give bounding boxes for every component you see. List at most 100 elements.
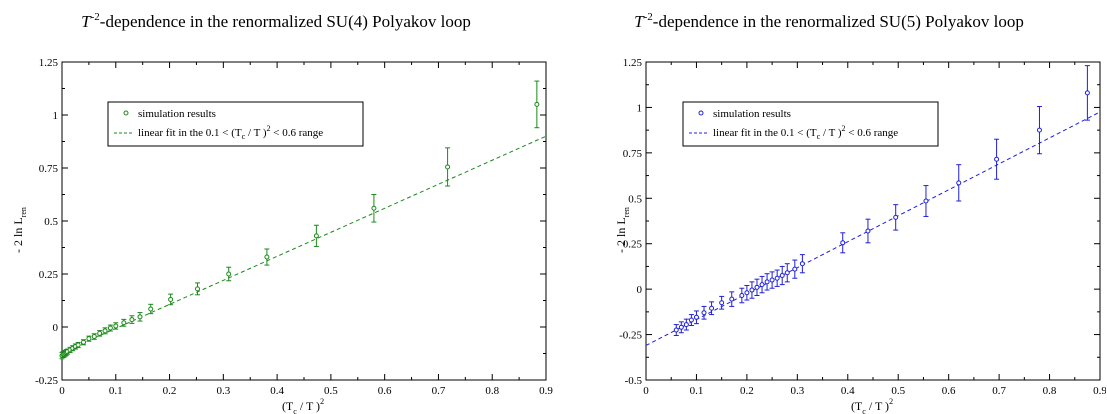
- x-tick-label: 0.6: [942, 385, 956, 397]
- data-point: [730, 297, 734, 301]
- y-tick-label: 0.25: [39, 269, 59, 281]
- data-point: [149, 307, 153, 311]
- data-point: [103, 329, 107, 333]
- data-point: [372, 206, 376, 210]
- data-point: [138, 315, 142, 319]
- data-point: [785, 271, 789, 275]
- x-tick-label: 0.5: [324, 385, 338, 397]
- x-tick-label: 0.4: [841, 385, 855, 397]
- y-tick-label: -0.25: [35, 375, 58, 387]
- y-tick-label: -0.5: [625, 375, 643, 387]
- x-tick-label: 0.2: [740, 385, 754, 397]
- y-tick-label: -0.25: [619, 330, 642, 342]
- legend: simulation results linear fit in the 0.1…: [108, 102, 363, 146]
- data-point: [1085, 91, 1089, 95]
- x-tick-label: 0.7: [432, 385, 446, 397]
- x-tick-label: 0.8: [1043, 385, 1057, 397]
- data-point: [122, 321, 126, 325]
- data-point: [720, 301, 724, 305]
- data-point: [702, 311, 706, 315]
- data-point: [894, 215, 898, 219]
- chart-title: T-2-dependence in the renormalized SU(5)…: [634, 11, 1024, 31]
- data-point: [745, 291, 749, 295]
- legend-fit-label: linear fit in the 0.1 < (Tc / T )2 < 0.6…: [713, 124, 898, 141]
- data-point: [130, 318, 134, 322]
- data-point: [679, 325, 683, 329]
- fit-line: [646, 112, 1100, 346]
- legend-points-label: simulation results: [713, 108, 791, 120]
- y-tick-label: 0.5: [44, 216, 58, 228]
- data-point: [169, 297, 173, 301]
- data-point: [775, 276, 779, 280]
- y-tick-label: 1: [637, 102, 643, 114]
- legend-fit-label: linear fit in the 0.1 < (Tc / T )2 < 0.6…: [138, 124, 323, 141]
- data-point: [995, 157, 999, 161]
- x-tick-label: 0.4: [270, 385, 284, 397]
- data-point: [76, 343, 80, 347]
- su4-chart: T-2-dependence in the renormalized SU(4)…: [0, 0, 553, 414]
- x-tick-label: 0.6: [378, 385, 392, 397]
- x-tick-label: 0.7: [992, 385, 1006, 397]
- data-point: [1037, 128, 1041, 132]
- left-chart-panel: T-2-dependence in the renormalized SU(4)…: [0, 0, 553, 414]
- data-point: [800, 262, 804, 266]
- data-point: [674, 328, 678, 332]
- x-tick-label: 0.9: [1093, 385, 1106, 397]
- data-point: [765, 280, 769, 284]
- x-axis-label: (Tc / T )2: [282, 397, 324, 414]
- data-point: [760, 283, 764, 287]
- y-tick-label: 0.75: [39, 163, 59, 175]
- data-point: [755, 285, 759, 289]
- legend: simulation results linear fit in the 0.1…: [683, 102, 938, 146]
- y-tick-label: 1: [53, 110, 59, 122]
- data-point: [114, 324, 118, 328]
- x-tick-label: 0: [643, 385, 649, 397]
- data-point: [227, 272, 231, 276]
- x-tick-label: 0.3: [790, 385, 804, 397]
- x-tick-label: 0.5: [891, 385, 905, 397]
- data-point: [535, 102, 539, 106]
- data-point: [694, 315, 698, 319]
- data-point: [770, 278, 774, 282]
- data-point: [780, 274, 784, 278]
- legend-points-label: simulation results: [138, 108, 216, 120]
- data-point: [98, 331, 102, 335]
- data-point: [314, 234, 318, 238]
- data-point: [924, 199, 928, 203]
- y-tick-label: 0.75: [623, 148, 643, 160]
- y-axis-label: - 2 ln Lren: [11, 207, 28, 253]
- y-tick-label: 0.5: [628, 193, 642, 205]
- data-point: [196, 287, 200, 291]
- x-tick-label: 0.1: [690, 385, 704, 397]
- data-point: [689, 318, 693, 322]
- data-point: [957, 181, 961, 185]
- y-tick-label: 1.25: [39, 57, 59, 69]
- data-point: [108, 326, 112, 330]
- data-point: [446, 165, 450, 169]
- data-point: [92, 335, 96, 339]
- data-point: [866, 229, 870, 233]
- x-tick-label: 0.3: [216, 385, 230, 397]
- right-chart-panel: T-2-dependence in the renormalized SU(5)…: [553, 0, 1106, 414]
- data-point: [710, 306, 714, 310]
- data-point: [841, 241, 845, 245]
- su5-chart: T-2-dependence in the renormalized SU(5)…: [553, 0, 1106, 414]
- chart-title: T-2-dependence in the renormalized SU(4)…: [81, 11, 471, 31]
- x-tick-label: 0.9: [539, 385, 553, 397]
- x-tick-label: 0.1: [109, 385, 123, 397]
- x-tick-label: 0: [59, 385, 65, 397]
- x-tick-label: 0.2: [163, 385, 177, 397]
- data-point: [740, 294, 744, 298]
- data-point: [265, 255, 269, 259]
- fit-line: [62, 136, 546, 352]
- y-tick-label: 0: [637, 284, 643, 296]
- data-point: [82, 340, 86, 344]
- y-tick-label: 0: [53, 322, 59, 334]
- y-tick-label: 1.25: [623, 57, 643, 69]
- data-point: [750, 288, 754, 292]
- x-axis-label: (Tc / T )2: [851, 397, 893, 414]
- x-tick-label: 0.8: [485, 385, 499, 397]
- data-point: [87, 337, 91, 341]
- data-point: [684, 323, 688, 327]
- data-point: [793, 267, 797, 271]
